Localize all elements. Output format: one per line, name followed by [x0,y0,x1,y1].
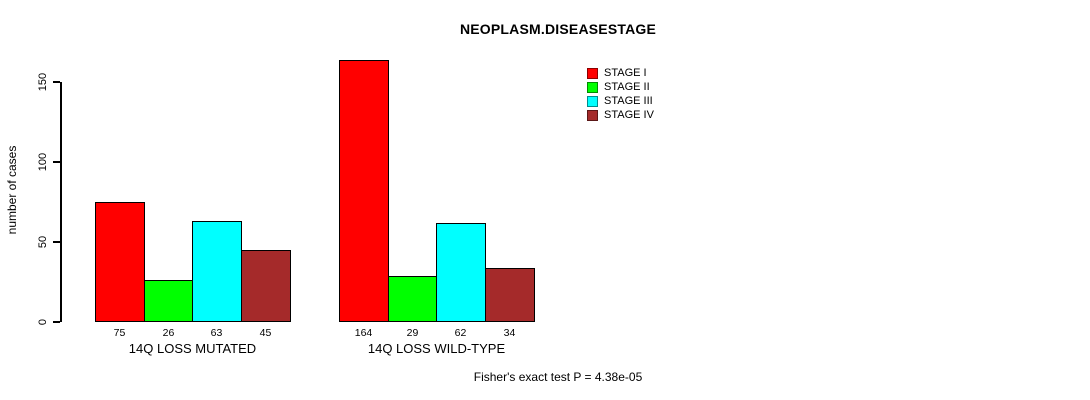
legend-label: STAGE IV [604,109,654,121]
bar-stage-ii [388,275,438,322]
bar-stage-iii [192,221,242,322]
bar-stage-ii [144,280,194,322]
bar-value-label: 34 [503,327,516,339]
bar-stage-i [95,202,145,322]
bar-value-label: 63 [210,327,223,339]
bar-stage-iv [485,267,535,322]
bar-stage-iii [436,222,486,322]
bar-value-label: 164 [354,327,373,339]
chart-title: NEOPLASM.DISEASESTAGE [459,21,657,37]
legend-swatch-stage-ii [587,81,598,93]
legend-item: STAGE IV [587,108,654,122]
y-axis-tick [53,161,60,163]
bar-value-label: 45 [259,327,272,339]
bar-stage-i [339,59,389,322]
y-axis-tick-label: 0 [37,318,49,326]
bar-value-label: 75 [113,327,126,339]
y-axis-tick [53,81,60,83]
y-axis-tick-label: 150 [37,72,49,92]
y-axis-tick-label: 100 [37,152,49,172]
legend-item: STAGE III [587,94,654,108]
legend-item: STAGE I [587,66,654,80]
y-axis-tick [53,241,60,243]
legend-swatch-stage-iv [587,109,598,121]
legend-label: STAGE I [604,67,647,79]
legend: STAGE I STAGE II STAGE III STAGE IV [587,66,654,122]
legend-swatch-stage-i [587,67,598,79]
legend-label: STAGE II [604,81,650,93]
y-axis-label: number of cases [5,145,19,235]
legend-label: STAGE III [604,95,653,107]
stat-test-annotation: Fisher's exact test P = 4.38e-05 [473,370,643,384]
bar-value-label: 26 [162,327,175,339]
legend-swatch-stage-iii [587,95,598,107]
bar-stage-iv [241,250,291,322]
category-label: 14Q LOSS WILD-TYPE [367,341,506,356]
y-axis-tick-label: 50 [37,235,49,249]
y-axis-line [60,82,62,322]
bar-value-label: 62 [454,327,467,339]
y-axis-tick [53,321,60,323]
bar-value-label: 29 [406,327,419,339]
category-label: 14Q LOSS MUTATED [128,341,257,356]
legend-item: STAGE II [587,80,654,94]
